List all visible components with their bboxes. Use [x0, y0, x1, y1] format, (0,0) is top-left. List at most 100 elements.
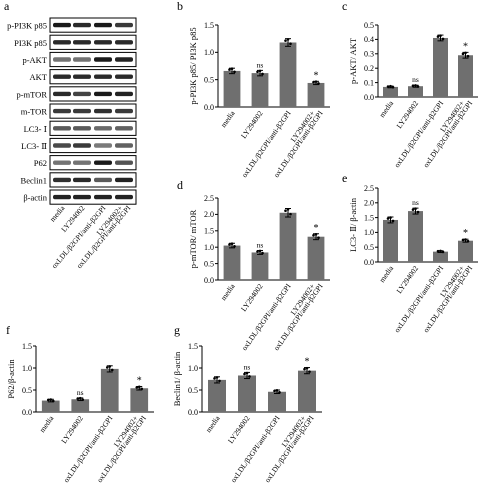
data-point: [416, 210, 420, 214]
bar: [279, 212, 297, 280]
data-point: [286, 208, 290, 211]
bar-chart-e: 0.0 0.5 1.0 1.5 2.0 2.5 LC3- Ⅱ/ β-actin media ns…: [348, 184, 478, 334]
blot-band: [73, 22, 91, 28]
blot-band: [115, 194, 133, 200]
blot-row-label: AKT: [30, 72, 48, 82]
x-tick-label: media: [38, 413, 56, 434]
y-tick-label: 0.0: [204, 276, 214, 285]
x-tick-label: media: [219, 281, 237, 302]
blot-row-frame: [49, 155, 137, 171]
y-tick-label: 2.0: [204, 210, 214, 219]
data-point: [289, 212, 292, 216]
data-point: [233, 70, 236, 74]
blot-row-label: PI3K p85: [14, 38, 47, 48]
bar: [208, 379, 226, 412]
significance-mark: *: [305, 357, 310, 368]
blot-band: [53, 143, 71, 148]
bar: [268, 391, 286, 412]
data-point: [391, 85, 395, 89]
data-point: [261, 72, 264, 76]
data-point: [218, 379, 221, 383]
data-point: [317, 236, 320, 239]
panel-label-c: c: [342, 0, 347, 13]
data-point: [110, 368, 114, 372]
y-tick-label: 0.0: [364, 258, 374, 267]
bar: [298, 370, 316, 412]
significance-mark: *: [137, 375, 142, 386]
bar: [307, 82, 325, 107]
y-tick-label: 0.3: [364, 50, 374, 59]
significance-mark: ns: [412, 75, 419, 84]
blot-row-label: LC3- Ⅱ: [21, 141, 47, 151]
y-tick-label: 0.1: [364, 78, 374, 87]
data-point: [289, 42, 292, 46]
data-point: [278, 391, 281, 394]
blot-band: [73, 143, 91, 148]
data-point: [256, 250, 259, 253]
y-tick-label: 0.0: [204, 103, 214, 112]
y-tick-label: 0.2: [364, 64, 374, 73]
data-point: [49, 398, 53, 401]
bar: [383, 219, 398, 262]
blot-row-frame: [49, 189, 137, 205]
blot-band: [94, 74, 112, 79]
y-tick-label: 0.5: [188, 386, 198, 395]
blot-row-frame: [49, 86, 137, 102]
data-point: [466, 239, 470, 243]
significance-mark: ns: [77, 388, 84, 397]
blot-band: [94, 108, 112, 114]
data-point: [436, 35, 440, 38]
y-axis-label: p-AKT/ AKT: [348, 37, 358, 84]
data-point: [461, 238, 465, 242]
bar: [408, 211, 423, 262]
data-point: [261, 251, 264, 255]
data-point: [414, 84, 417, 87]
blot-row-label: p-mTOR: [16, 89, 47, 99]
y-tick-label: 2.5: [204, 194, 214, 203]
bar: [383, 86, 398, 97]
bar: [223, 245, 241, 280]
data-point: [256, 70, 259, 74]
bar: [251, 73, 269, 107]
data-point: [233, 244, 236, 248]
panel-label-e: e: [342, 171, 347, 185]
y-tick-label: 2.0: [364, 199, 374, 208]
blot-row-frame: [49, 69, 137, 85]
blot-band: [73, 40, 91, 45]
blot-band: [53, 40, 71, 45]
data-point: [258, 69, 262, 73]
blot-band: [115, 177, 133, 183]
bar: [238, 375, 256, 412]
blot-band: [94, 194, 112, 200]
data-point: [230, 67, 234, 71]
data-point: [416, 85, 420, 88]
blot-band: [73, 108, 91, 114]
x-tick-label: media: [377, 98, 395, 119]
blot-band: [73, 91, 91, 97]
y-tick-label: 0.4: [364, 35, 374, 44]
y-tick-label: 0.5: [204, 75, 214, 84]
data-point: [46, 398, 50, 402]
blot-band: [73, 126, 91, 131]
bar: [408, 86, 423, 97]
bar-chart-b: 0.0 0.5 1.0 1.5 p-PI3K p85/ PI3K p85 media ns L…: [188, 21, 330, 179]
blot-band: [53, 108, 71, 114]
blot-band: [115, 91, 133, 97]
data-point: [411, 84, 415, 88]
bar: [71, 399, 90, 412]
data-point: [215, 376, 219, 379]
blot-row-label: β-actin: [23, 193, 47, 203]
data-point: [105, 366, 109, 369]
data-point: [389, 216, 392, 219]
data-point: [284, 209, 287, 213]
blot-row-frame: [49, 137, 137, 154]
x-tick-label: LY294002: [226, 414, 252, 445]
significance-mark: ns: [412, 198, 419, 207]
data-point: [466, 54, 470, 58]
data-point: [305, 366, 309, 370]
data-point: [312, 233, 315, 237]
y-tick-label: 0.0: [188, 408, 198, 417]
data-point: [286, 38, 290, 41]
x-tick-label: oxLDL/β2GPI/anti-β2GPI: [392, 99, 445, 170]
bar-chart-c: 0.0 0.1 0.2 0.3 0.4 0.5 p-AKT/ AKT media ns LY294…: [348, 21, 478, 169]
